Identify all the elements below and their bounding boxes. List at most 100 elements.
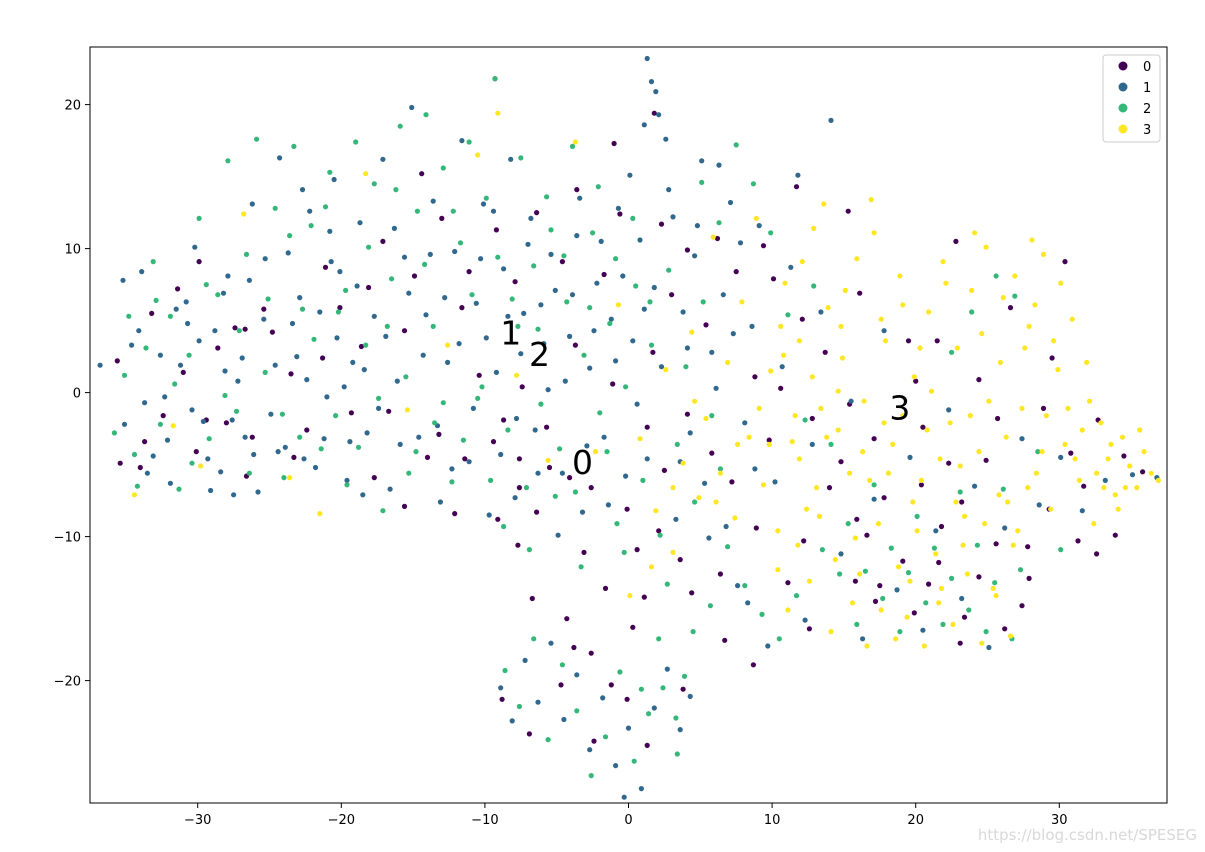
data-point-class-1 (692, 253, 698, 259)
data-point-class-3 (1072, 456, 1078, 462)
data-point-class-1 (337, 269, 343, 275)
data-point-class-3 (287, 475, 293, 481)
data-point-class-2 (871, 482, 877, 488)
data-point-class-3 (1108, 441, 1114, 447)
data-point-class-3 (1003, 434, 1009, 440)
data-point-class-2 (759, 611, 765, 618)
data-point-class-0 (806, 626, 813, 632)
data-point-class-2 (206, 436, 212, 442)
data-point-class-0 (149, 310, 155, 316)
data-point-class-0 (644, 742, 650, 749)
data-point-class-2 (1058, 547, 1064, 553)
data-point-class-0 (544, 424, 550, 430)
y-tick-label: −20 (54, 675, 81, 690)
data-point-class-1 (684, 345, 691, 351)
data-point-class-0 (770, 276, 777, 282)
data-point-class-3 (1040, 251, 1047, 257)
data-point-class-1 (737, 240, 744, 246)
data-point-class-2 (297, 434, 303, 440)
data-point-class-3 (710, 234, 716, 240)
data-point-class-2 (578, 564, 584, 570)
data-point-class-2 (569, 143, 576, 149)
data-point-class-0 (261, 306, 267, 312)
data-point-class-0 (684, 411, 691, 417)
data-point-class-3 (1076, 477, 1082, 483)
x-tick-label: 30 (1051, 813, 1068, 828)
data-point-class-1 (627, 172, 633, 178)
data-point-class-3 (864, 643, 870, 649)
data-point-class-3 (317, 510, 323, 517)
data-point-class-0 (913, 378, 919, 384)
data-point-class-1 (1002, 525, 1008, 531)
data-point-class-3 (847, 470, 853, 476)
data-point-class-3 (1122, 485, 1128, 491)
data-point-class-2 (515, 323, 521, 329)
data-point-class-2 (974, 542, 981, 548)
data-point-class-3 (897, 273, 903, 279)
data-point-class-3 (904, 614, 910, 620)
data-point-class-2 (588, 773, 594, 779)
data-point-class-3 (936, 600, 942, 606)
data-point-class-1 (959, 595, 965, 602)
data-point-class-2 (914, 513, 920, 520)
data-point-class-1 (430, 198, 436, 204)
data-point-class-2 (457, 240, 464, 246)
data-point-class-3 (871, 230, 877, 236)
data-point-class-1 (480, 201, 487, 207)
data-point-class-3 (933, 551, 939, 557)
data-point-class-1 (354, 283, 360, 289)
data-point-class-3 (732, 515, 738, 521)
data-point-class-1 (656, 112, 662, 118)
data-point-class-1 (638, 786, 645, 792)
data-point-class-0 (684, 247, 691, 253)
y-tick-label: 20 (64, 99, 81, 114)
data-point-class-2 (699, 179, 705, 185)
data-point-class-0 (493, 227, 499, 233)
data-point-class-0 (838, 459, 844, 465)
data-point-class-1 (709, 349, 715, 355)
data-point-class-3 (875, 521, 882, 527)
data-point-class-1 (673, 516, 679, 522)
data-point-class-1 (423, 312, 429, 318)
data-point-class-1 (860, 636, 866, 642)
data-point-class-2 (322, 204, 329, 210)
data-point-class-0 (529, 595, 535, 602)
data-point-class-1 (779, 364, 785, 370)
data-point-class-3 (713, 499, 719, 505)
data-point-class-2 (291, 143, 297, 149)
data-point-class-2 (308, 223, 314, 229)
data-point-class-2 (828, 441, 834, 447)
data-point-class-0 (1049, 355, 1055, 361)
data-point-class-3 (1032, 302, 1038, 308)
data-point-class-0 (476, 372, 482, 378)
data-point-class-3 (895, 564, 902, 570)
data-point-class-2 (492, 76, 498, 82)
data-point-class-3 (1055, 367, 1061, 373)
data-point-class-1 (538, 302, 544, 308)
data-point-class-1 (664, 666, 670, 672)
data-point-class-1 (307, 208, 313, 214)
data-point-class-2 (518, 155, 524, 161)
x-tick-label: 10 (764, 813, 781, 828)
data-point-class-1 (445, 359, 451, 365)
data-point-class-0 (380, 238, 386, 244)
data-point-class-2 (630, 215, 636, 221)
data-point-class-0 (572, 342, 579, 348)
data-point-class-2 (196, 215, 202, 221)
data-point-class-3 (911, 374, 917, 380)
data-point-class-3 (950, 621, 956, 628)
data-point-class-3 (792, 413, 798, 419)
data-point-class-1 (528, 215, 534, 221)
data-point-class-1 (562, 378, 568, 384)
data-point-class-3 (692, 398, 698, 404)
data-point-class-1 (666, 187, 672, 193)
watermark: https://blog.csdn.net/SPESEG (977, 826, 1197, 844)
data-point-class-2 (837, 571, 843, 577)
data-point-class-0 (617, 211, 623, 217)
data-point-class-3 (924, 427, 930, 433)
data-point-class-1 (907, 454, 913, 460)
data-point-class-2 (595, 184, 601, 190)
data-point-class-2 (131, 451, 138, 458)
data-point-class-1 (587, 747, 593, 753)
data-point-class-1 (299, 187, 306, 193)
